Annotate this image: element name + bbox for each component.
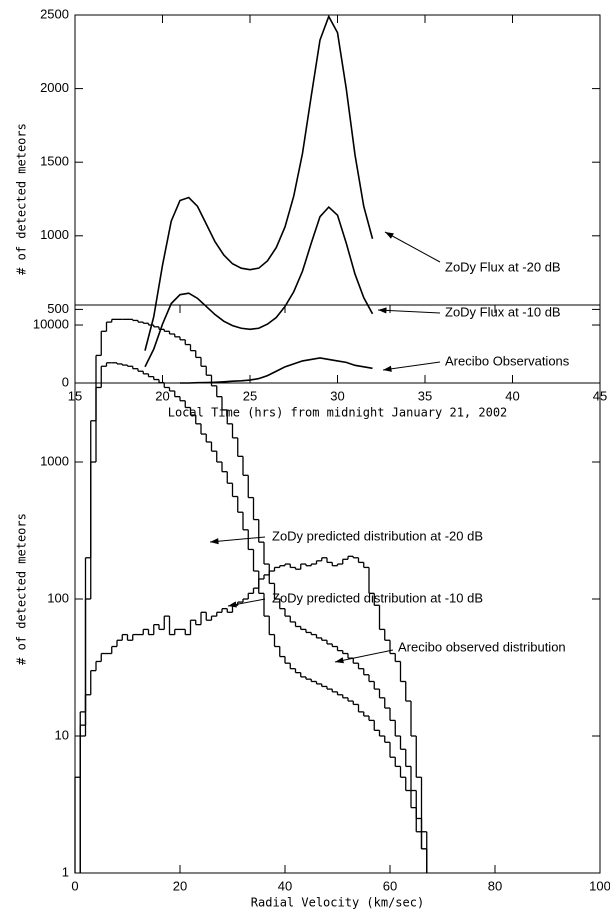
x-tick-label: 40 <box>505 388 519 403</box>
y-tick-label: 2500 <box>40 6 69 21</box>
y-tick-label: 0 <box>62 374 69 389</box>
x-tick-label: 0 <box>71 878 78 893</box>
y-tick-label: 100 <box>47 590 69 605</box>
x-tick-label: 20 <box>155 388 169 403</box>
y-tick-label: 1500 <box>40 154 69 169</box>
data-line <box>144 14 374 351</box>
arrow-head <box>383 365 392 372</box>
data-line <box>180 357 373 384</box>
plot-frame <box>74 304 601 874</box>
y-tick-label: 10000 <box>33 316 69 331</box>
annotation: Arecibo Observations <box>445 353 570 368</box>
x-tick-label: 60 <box>383 878 397 893</box>
annotation: ZoDy Flux at -10 dB <box>445 304 561 319</box>
x-tick-label: 40 <box>278 878 292 893</box>
x-tick-label: 20 <box>173 878 187 893</box>
arrow-head <box>228 601 237 608</box>
y-tick-label: 1 <box>62 864 69 879</box>
x-tick-label: 25 <box>243 388 257 403</box>
x-axis-label: Radial Velocity (km/sec) <box>251 896 424 910</box>
y-tick-label: 1000 <box>40 227 69 242</box>
x-tick-label: 100 <box>589 878 610 893</box>
x-tick-label: 35 <box>418 388 432 403</box>
y-tick-label: 2000 <box>40 80 69 95</box>
y-tick-label: 1000 <box>40 453 69 468</box>
annotation-arrow <box>382 361 441 371</box>
annotation-arrow <box>334 649 394 663</box>
y-axis-label: # of detected meteors <box>15 513 29 665</box>
arrow-head <box>335 657 344 664</box>
annotation: ZoDy Flux at -20 dB <box>445 259 561 274</box>
arrow-head <box>385 232 394 239</box>
y-tick-label: 500 <box>47 301 69 316</box>
annotation: Arecibo observed distribution <box>398 639 566 654</box>
y-tick-label: 10 <box>55 727 69 742</box>
annotation-arrow <box>377 309 441 314</box>
annotation-arrow <box>384 231 441 263</box>
annotation: ZoDy predicted distribution at -10 dB <box>272 590 483 605</box>
arrow-head <box>378 307 387 314</box>
x-tick-label: 80 <box>488 878 502 893</box>
x-axis-label: Local Time (hrs) from midnight January 2… <box>168 406 508 420</box>
arrow-head <box>210 538 219 545</box>
y-axis-label: # of detected meteors <box>15 123 29 275</box>
annotation-arrow <box>209 536 266 543</box>
annotation: ZoDy predicted distribution at -20 dB <box>272 528 483 543</box>
x-tick-label: 30 <box>330 388 344 403</box>
plot-frame <box>74 14 601 384</box>
data-line <box>144 205 374 368</box>
